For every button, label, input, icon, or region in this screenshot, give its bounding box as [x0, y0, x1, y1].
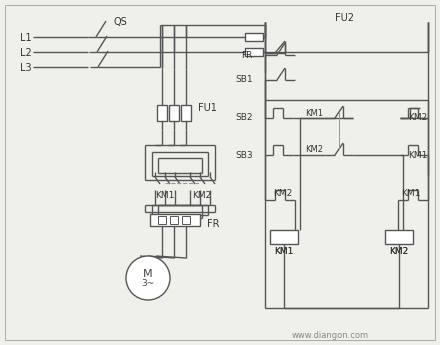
Text: KM2: KM2	[389, 247, 409, 256]
Text: FR: FR	[242, 50, 253, 59]
Text: KM2: KM2	[192, 190, 211, 199]
Text: M: M	[143, 269, 153, 279]
Text: FR: FR	[207, 219, 220, 229]
Text: KM1: KM1	[274, 247, 293, 256]
Text: FU1: FU1	[198, 103, 217, 113]
Text: KM1: KM1	[305, 108, 323, 118]
Text: KM2: KM2	[273, 189, 292, 198]
Circle shape	[126, 256, 170, 300]
Bar	[270, 230, 298, 244]
Text: KM1: KM1	[401, 189, 420, 198]
Text: L3: L3	[20, 63, 32, 73]
Text: KM1: KM1	[155, 190, 174, 199]
Bar	[385, 230, 413, 244]
Bar	[157, 105, 167, 121]
Text: SB3: SB3	[235, 150, 253, 159]
Bar	[158, 216, 166, 224]
Text: FU2: FU2	[335, 13, 355, 23]
Text: KM2: KM2	[389, 247, 409, 256]
Text: KM2: KM2	[408, 114, 428, 122]
Text: KM1: KM1	[408, 150, 428, 159]
Text: QS: QS	[113, 17, 127, 27]
Text: L2: L2	[20, 48, 32, 58]
Bar	[150, 214, 200, 226]
Text: 3~: 3~	[141, 279, 154, 288]
Text: SB1: SB1	[235, 76, 253, 85]
Bar	[182, 216, 190, 224]
Text: L1: L1	[20, 33, 32, 43]
Bar	[245, 33, 263, 41]
Bar	[245, 48, 263, 56]
Text: KM2: KM2	[305, 146, 323, 155]
Text: www.diangon.com: www.diangon.com	[291, 331, 369, 339]
Bar	[170, 216, 178, 224]
Bar	[181, 105, 191, 121]
Text: SB2: SB2	[235, 114, 253, 122]
Bar	[169, 105, 179, 121]
Text: KM1: KM1	[274, 247, 293, 256]
